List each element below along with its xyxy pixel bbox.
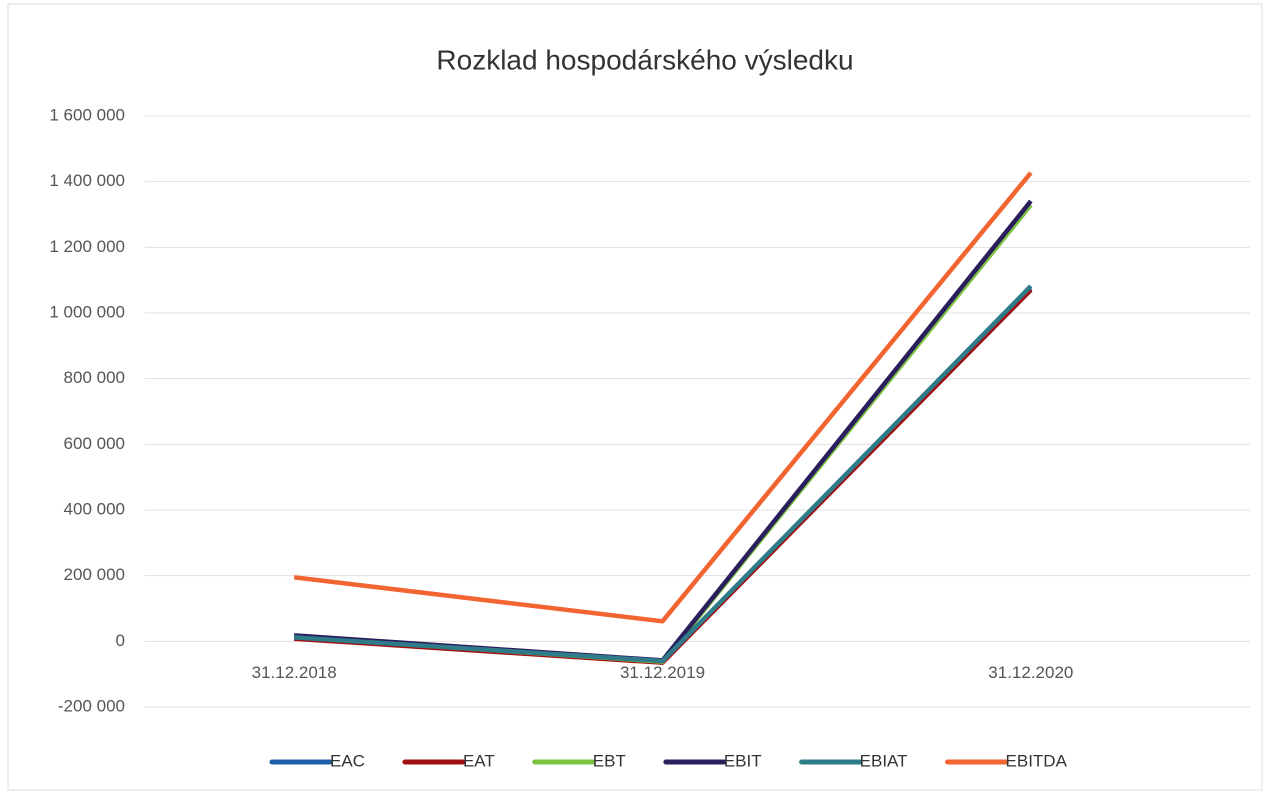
y-tick-label: 0 — [116, 631, 125, 650]
x-tick-label: 31.12.2020 — [988, 663, 1073, 682]
legend-label: EBIT — [724, 751, 762, 770]
y-tick-label: 800 000 — [64, 368, 125, 387]
y-tick-label: -200 000 — [58, 696, 125, 715]
y-tick-label: 1 600 000 — [49, 105, 125, 124]
y-tick-label: 400 000 — [64, 499, 125, 518]
legend-label: EAC — [330, 751, 365, 770]
legend-label: EBIAT — [860, 751, 908, 770]
legend-label: EBT — [593, 751, 626, 770]
y-tick-label: 200 000 — [64, 565, 125, 584]
legend-label: EBITDA — [1006, 751, 1068, 770]
legend-label: EAT — [463, 751, 495, 770]
x-tick-label: 31.12.2018 — [252, 663, 337, 682]
series-line — [293, 171, 1033, 624]
y-tick-label: 600 000 — [64, 434, 125, 453]
x-tick-label: 31.12.2019 — [620, 663, 705, 682]
series-line — [294, 284, 1033, 664]
chart-title: Rozklad hospodárského výsledku — [436, 44, 853, 75]
y-tick-label: 1 000 000 — [49, 302, 125, 321]
y-tick-label: 1 400 000 — [49, 171, 125, 190]
y-tick-label: 1 200 000 — [49, 237, 125, 256]
